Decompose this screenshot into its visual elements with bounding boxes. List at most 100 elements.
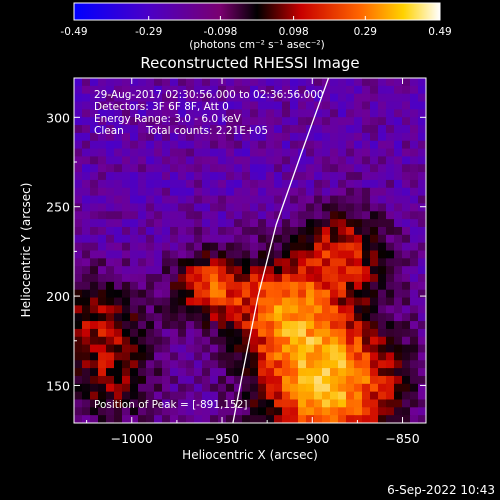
heatmap-cell (234, 78, 243, 87)
heatmap-cell (298, 234, 307, 244)
heatmap-cell (290, 195, 299, 205)
heatmap-cell (274, 172, 283, 181)
heatmap-cell (210, 321, 219, 330)
heatmap-cell (386, 258, 395, 267)
heatmap-cell (82, 415, 91, 423)
heatmap-cell (290, 328, 299, 338)
heatmap-cell (370, 172, 379, 181)
heatmap-cell (386, 289, 395, 299)
heatmap-cell (298, 101, 307, 110)
heatmap-cell (146, 93, 155, 103)
heatmap-cell (202, 85, 211, 95)
heatmap-cell (330, 195, 339, 205)
heatmap-cell (282, 399, 291, 408)
heatmap-cell (74, 156, 83, 165)
heatmap-cell (378, 195, 387, 205)
heatmap-cell (402, 187, 411, 197)
heatmap-cell (354, 258, 363, 267)
heatmap-cell (242, 375, 251, 385)
heatmap-cell (226, 407, 235, 416)
heatmap-cell (282, 226, 291, 236)
heatmap-cell (266, 352, 275, 361)
heatmap-cell (418, 179, 426, 189)
heatmap-cell (410, 391, 419, 401)
heatmap-cell (338, 415, 347, 423)
heatmap-cell (170, 226, 179, 236)
heatmap-cell (274, 140, 283, 150)
heatmap-cell (146, 85, 155, 95)
heatmap-cell (418, 219, 426, 228)
heatmap-cell (330, 203, 339, 212)
heatmap-cell (274, 344, 283, 354)
heatmap-cell (258, 289, 267, 299)
heatmap-cell (402, 328, 411, 338)
heatmap-cell (154, 219, 163, 228)
heatmap-cell (306, 109, 315, 118)
heatmap-cell (274, 164, 283, 173)
heatmap-cell (394, 305, 403, 314)
heatmap-cell (202, 407, 211, 416)
heatmap-cell (306, 305, 315, 314)
heatmap-cell (202, 368, 211, 377)
heatmap-cell (82, 368, 91, 377)
heatmap-cell (354, 383, 363, 393)
heatmap-cell (402, 172, 411, 181)
heatmap-cell (258, 305, 267, 314)
heatmap-cell (194, 266, 203, 275)
heatmap-cell (146, 328, 155, 338)
heatmap-cell (314, 383, 323, 393)
heatmap-cell (362, 242, 371, 252)
heatmap-cell (130, 234, 139, 244)
heatmap-cell (74, 93, 83, 103)
heatmap-cell (362, 407, 371, 416)
heatmap-cell (242, 140, 251, 150)
heatmap-cell (146, 375, 155, 385)
heatmap-cell (98, 156, 107, 165)
heatmap-cell (314, 415, 323, 423)
heatmap-cell (186, 195, 195, 205)
heatmap-cell (258, 415, 267, 423)
heatmap-cell (250, 117, 259, 126)
heatmap-cell (386, 140, 395, 150)
heatmap-cell (162, 140, 171, 150)
heatmap-cell (378, 109, 387, 118)
heatmap-cell (386, 164, 395, 173)
heatmap-cell (122, 328, 131, 338)
heatmap-cell (194, 219, 203, 228)
heatmap-cell (282, 360, 291, 369)
heatmap-cell (242, 266, 251, 275)
heatmap-cell (410, 117, 419, 126)
heatmap-cell (202, 391, 211, 401)
heatmap-cell (162, 250, 171, 259)
heatmap-cell (114, 407, 123, 416)
heatmap-cell (90, 234, 99, 244)
heatmap-cell (394, 125, 403, 134)
heatmap-cell (282, 140, 291, 150)
heatmap-cell (394, 368, 403, 377)
heatmap-cell (298, 250, 307, 259)
heatmap-cell (274, 313, 283, 322)
heatmap-cell (90, 164, 99, 173)
heatmap-cell (162, 226, 171, 236)
heatmap-cell (354, 85, 363, 95)
heatmap-cell (346, 274, 355, 283)
heatmap-cell (106, 344, 115, 354)
heatmap-cell (122, 226, 131, 236)
heatmap-cell (410, 368, 419, 377)
heatmap-cell (210, 187, 219, 197)
heatmap-cell (162, 172, 171, 181)
heatmap-cell (210, 203, 219, 212)
heatmap-cell (282, 266, 291, 275)
heatmap-cell (266, 289, 275, 299)
heatmap-cell (194, 313, 203, 322)
heatmap-cell (378, 234, 387, 244)
heatmap-cell (98, 226, 107, 236)
heatmap-cell (338, 250, 347, 259)
heatmap-cell (90, 399, 99, 408)
heatmap-cell (330, 375, 339, 385)
heatmap-cell (186, 399, 195, 408)
heatmap-cell (290, 140, 299, 150)
heatmap-cell (202, 219, 211, 228)
heatmap-cell (218, 234, 227, 244)
